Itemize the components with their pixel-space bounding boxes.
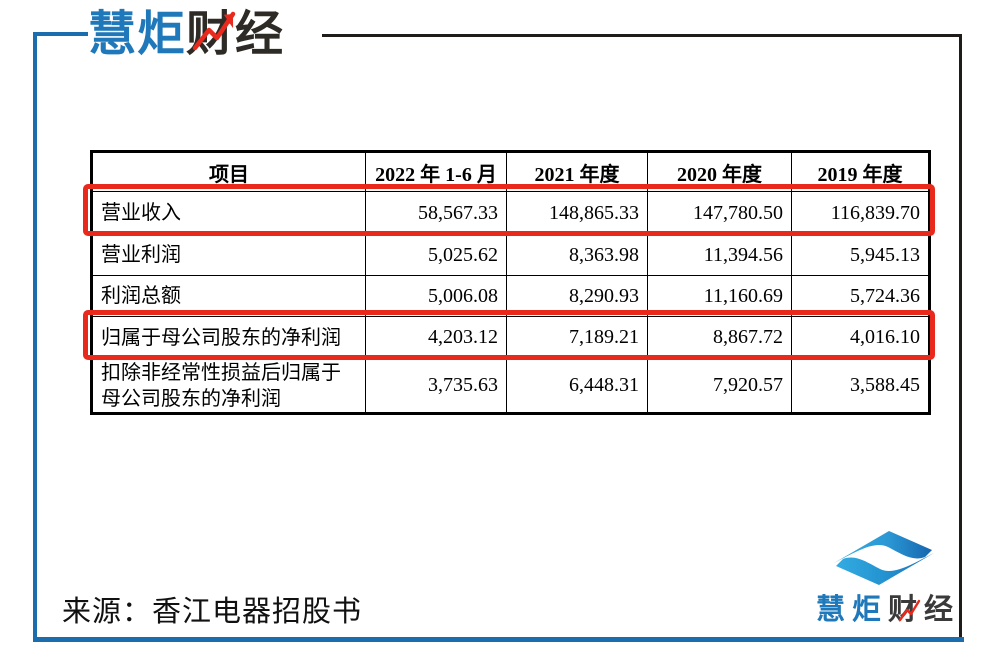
cell-value: 7,189.21 [506, 316, 648, 359]
col-header-item: 项目 [91, 151, 366, 192]
cell-value: 58,567.33 [365, 191, 507, 235]
brand-name-blue: 慧炬 [815, 594, 888, 626]
cell-value: 5,025.62 [365, 234, 507, 276]
cell-value: 11,160.69 [647, 275, 792, 317]
cell-value: 4,203.12 [365, 316, 507, 359]
col-header-2020: 2020 年度 [647, 151, 792, 192]
row-label: 利润总额 [91, 275, 366, 317]
brand-name-bottom: 慧炬财经 [800, 594, 976, 626]
table-row-total-profit: 利润总额 5,006.08 8,290.93 11,160.69 5,724.3… [91, 275, 930, 317]
cell-value: 8,867.72 [647, 316, 792, 359]
source-note: 来源：香江电器招股书 [62, 596, 363, 628]
row-label: 归属于母公司股东的净利润 [91, 316, 366, 359]
brand-logo-bottom: 慧炬财经 [800, 524, 976, 626]
cell-value: 11,394.56 [647, 234, 792, 276]
table-row-revenue: 营业收入 58,567.33 148,865.33 147,780.50 116… [91, 191, 930, 235]
cell-value: 5,006.08 [365, 275, 507, 317]
brand-name-dark: 财经 [186, 8, 285, 61]
cell-value: 8,363.98 [506, 234, 648, 276]
col-header-2021: 2021 年度 [506, 151, 648, 192]
table-row-net-profit-deducted: 扣除非经常性损益后归属于母公司股东的净利润 3,735.63 6,448.31 … [91, 358, 930, 414]
frame-blue-left-line [33, 32, 37, 642]
cell-value: 3,735.63 [365, 358, 507, 414]
brand-logo-top: 慧炬财经 [88, 6, 284, 64]
cell-value: 7,920.57 [647, 358, 792, 414]
col-header-2022h1: 2022 年 1-6 月 [365, 151, 507, 192]
cell-value: 3,588.45 [791, 358, 930, 414]
brand-name-dark: 财经 [888, 594, 961, 626]
row-label: 扣除非经常性损益后归属于母公司股东的净利润 [91, 358, 366, 414]
cell-value: 6,448.31 [506, 358, 648, 414]
table-header-row: 项目 2022 年 1-6 月 2021 年度 2020 年度 2019 年度 [91, 151, 930, 192]
brand-name-blue: 慧炬 [88, 8, 187, 61]
financial-table-wrap: 项目 2022 年 1-6 月 2021 年度 2020 年度 2019 年度 … [83, 150, 935, 415]
table-row-net-profit-parent: 归属于母公司股东的净利润 4,203.12 7,189.21 8,867.72 … [91, 316, 930, 359]
cell-value: 5,945.13 [791, 234, 930, 276]
col-header-2019: 2019 年度 [791, 151, 930, 192]
frame-black-top-line [322, 34, 962, 37]
cell-value: 116,839.70 [791, 191, 930, 235]
row-label: 营业利润 [91, 234, 366, 276]
cell-value: 8,290.93 [506, 275, 648, 317]
frame-blue-top-segment [33, 32, 88, 36]
cell-value: 148,865.33 [506, 191, 648, 235]
brand-emblem-icon [834, 531, 934, 585]
cell-value: 5,724.36 [791, 275, 930, 317]
frame-black-right-line [959, 34, 962, 637]
table-row-operating-profit: 营业利润 5,025.62 8,363.98 11,394.56 5,945.1… [91, 234, 930, 276]
row-label: 营业收入 [91, 191, 366, 235]
financial-table: 项目 2022 年 1-6 月 2021 年度 2020 年度 2019 年度 … [90, 150, 931, 415]
cell-value: 147,780.50 [647, 191, 792, 235]
frame-blue-bottom-line [33, 637, 964, 642]
cell-value: 4,016.10 [791, 316, 930, 359]
